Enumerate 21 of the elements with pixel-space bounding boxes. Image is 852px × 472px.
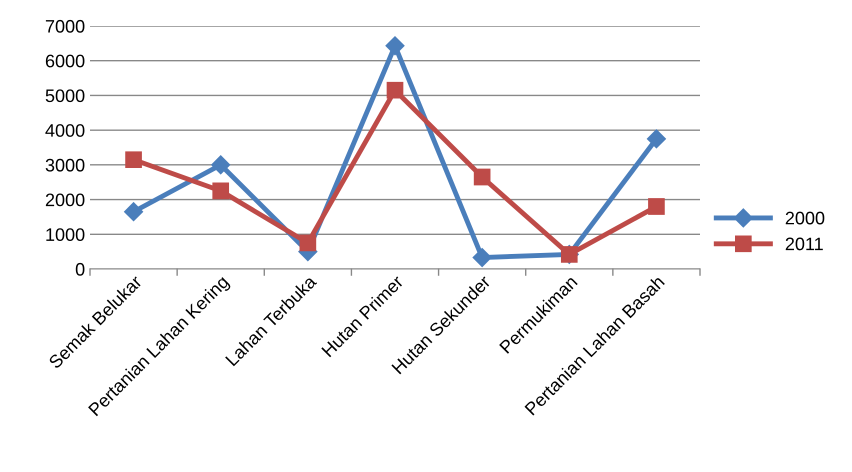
y-tick-label: 1000 [46, 228, 84, 242]
point [212, 182, 230, 200]
point [646, 129, 666, 148]
point [648, 198, 665, 215]
y-tick-label: 0 [76, 262, 84, 276]
point [211, 155, 230, 174]
y-tick-label: 5000 [46, 89, 84, 102]
point [472, 248, 492, 268]
point [385, 36, 405, 56]
point [474, 168, 490, 186]
point [300, 234, 316, 252]
y-tick-label: 4000 [45, 124, 84, 137]
legend-label: 2011 [786, 238, 823, 250]
point [386, 82, 404, 99]
y-tick-label: 7000 [46, 20, 84, 33]
legend-label: 2000 [786, 212, 824, 224]
y-tick-label: 2000 [46, 194, 84, 206]
y-tick-label: 6000 [46, 54, 84, 68]
point [125, 151, 142, 168]
point [124, 202, 144, 222]
y-tick-label: 3000 [46, 158, 84, 172]
